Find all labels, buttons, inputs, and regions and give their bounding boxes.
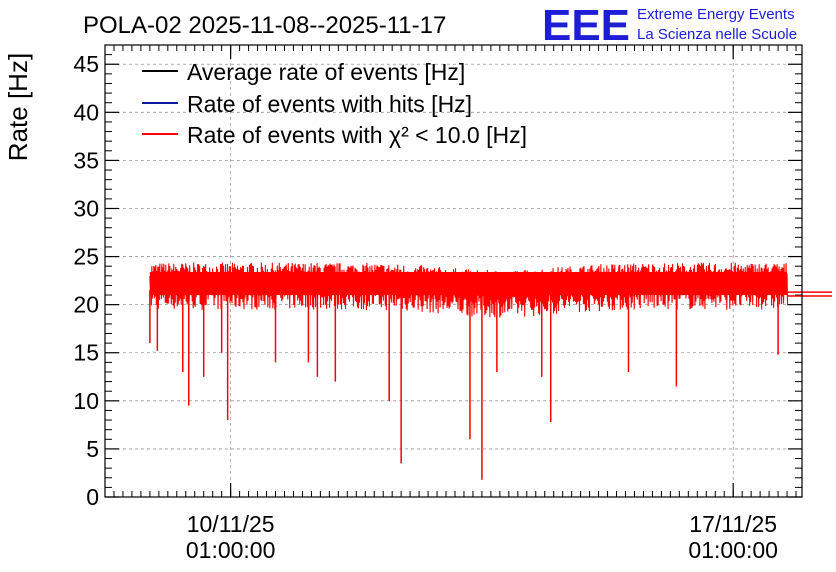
x-tick-label-date: 17/11/25 [689,511,777,537]
y-ticks: 0 5 10 15 20 25 30 35 40 45 [73,51,802,510]
x-tick-label-time: 01:00:00 [186,537,276,563]
eee-logo: EEE Extreme Energy Events La Scienza nel… [542,1,797,50]
y-tick-label: 35 [73,147,99,173]
chart-title: POLA-02 2025-11-08--2025-11-17 [83,12,446,39]
y-tick-label: 45 [73,51,99,77]
logo-line-1: Extreme Energy Events [637,6,795,23]
logo-line-2: La Scienza nelle Scuole [637,26,797,43]
y-tick-label: 20 [73,292,99,318]
y-tick-label: 10 [73,388,99,414]
legend-label-hits: Rate of events with hits [Hz] [187,91,472,117]
series-chi2-band [149,271,788,296]
legend-label-average: Average rate of events [Hz] [187,59,465,85]
series-chi2 [149,262,832,480]
y-tick-label: 25 [73,244,99,270]
plot-frame [104,44,803,498]
x-tick-label-date: 10/11/25 [187,511,275,537]
legend-label-chi2: Rate of events with χ² < 10.0 [Hz] [187,122,527,148]
y-tick-label: 15 [73,340,99,366]
logo-letters: EEE [542,1,630,50]
y-tick-label: 0 [86,484,99,510]
y-tick-label: 30 [73,195,99,221]
y-tick-label: 40 [73,99,99,125]
x-tick-label-time: 01:00:00 [688,537,778,563]
y-tick-label: 5 [86,436,99,462]
y-axis-label: Rate [Hz] [3,53,33,161]
legend: Average rate of events [Hz] Rate of even… [142,59,527,148]
